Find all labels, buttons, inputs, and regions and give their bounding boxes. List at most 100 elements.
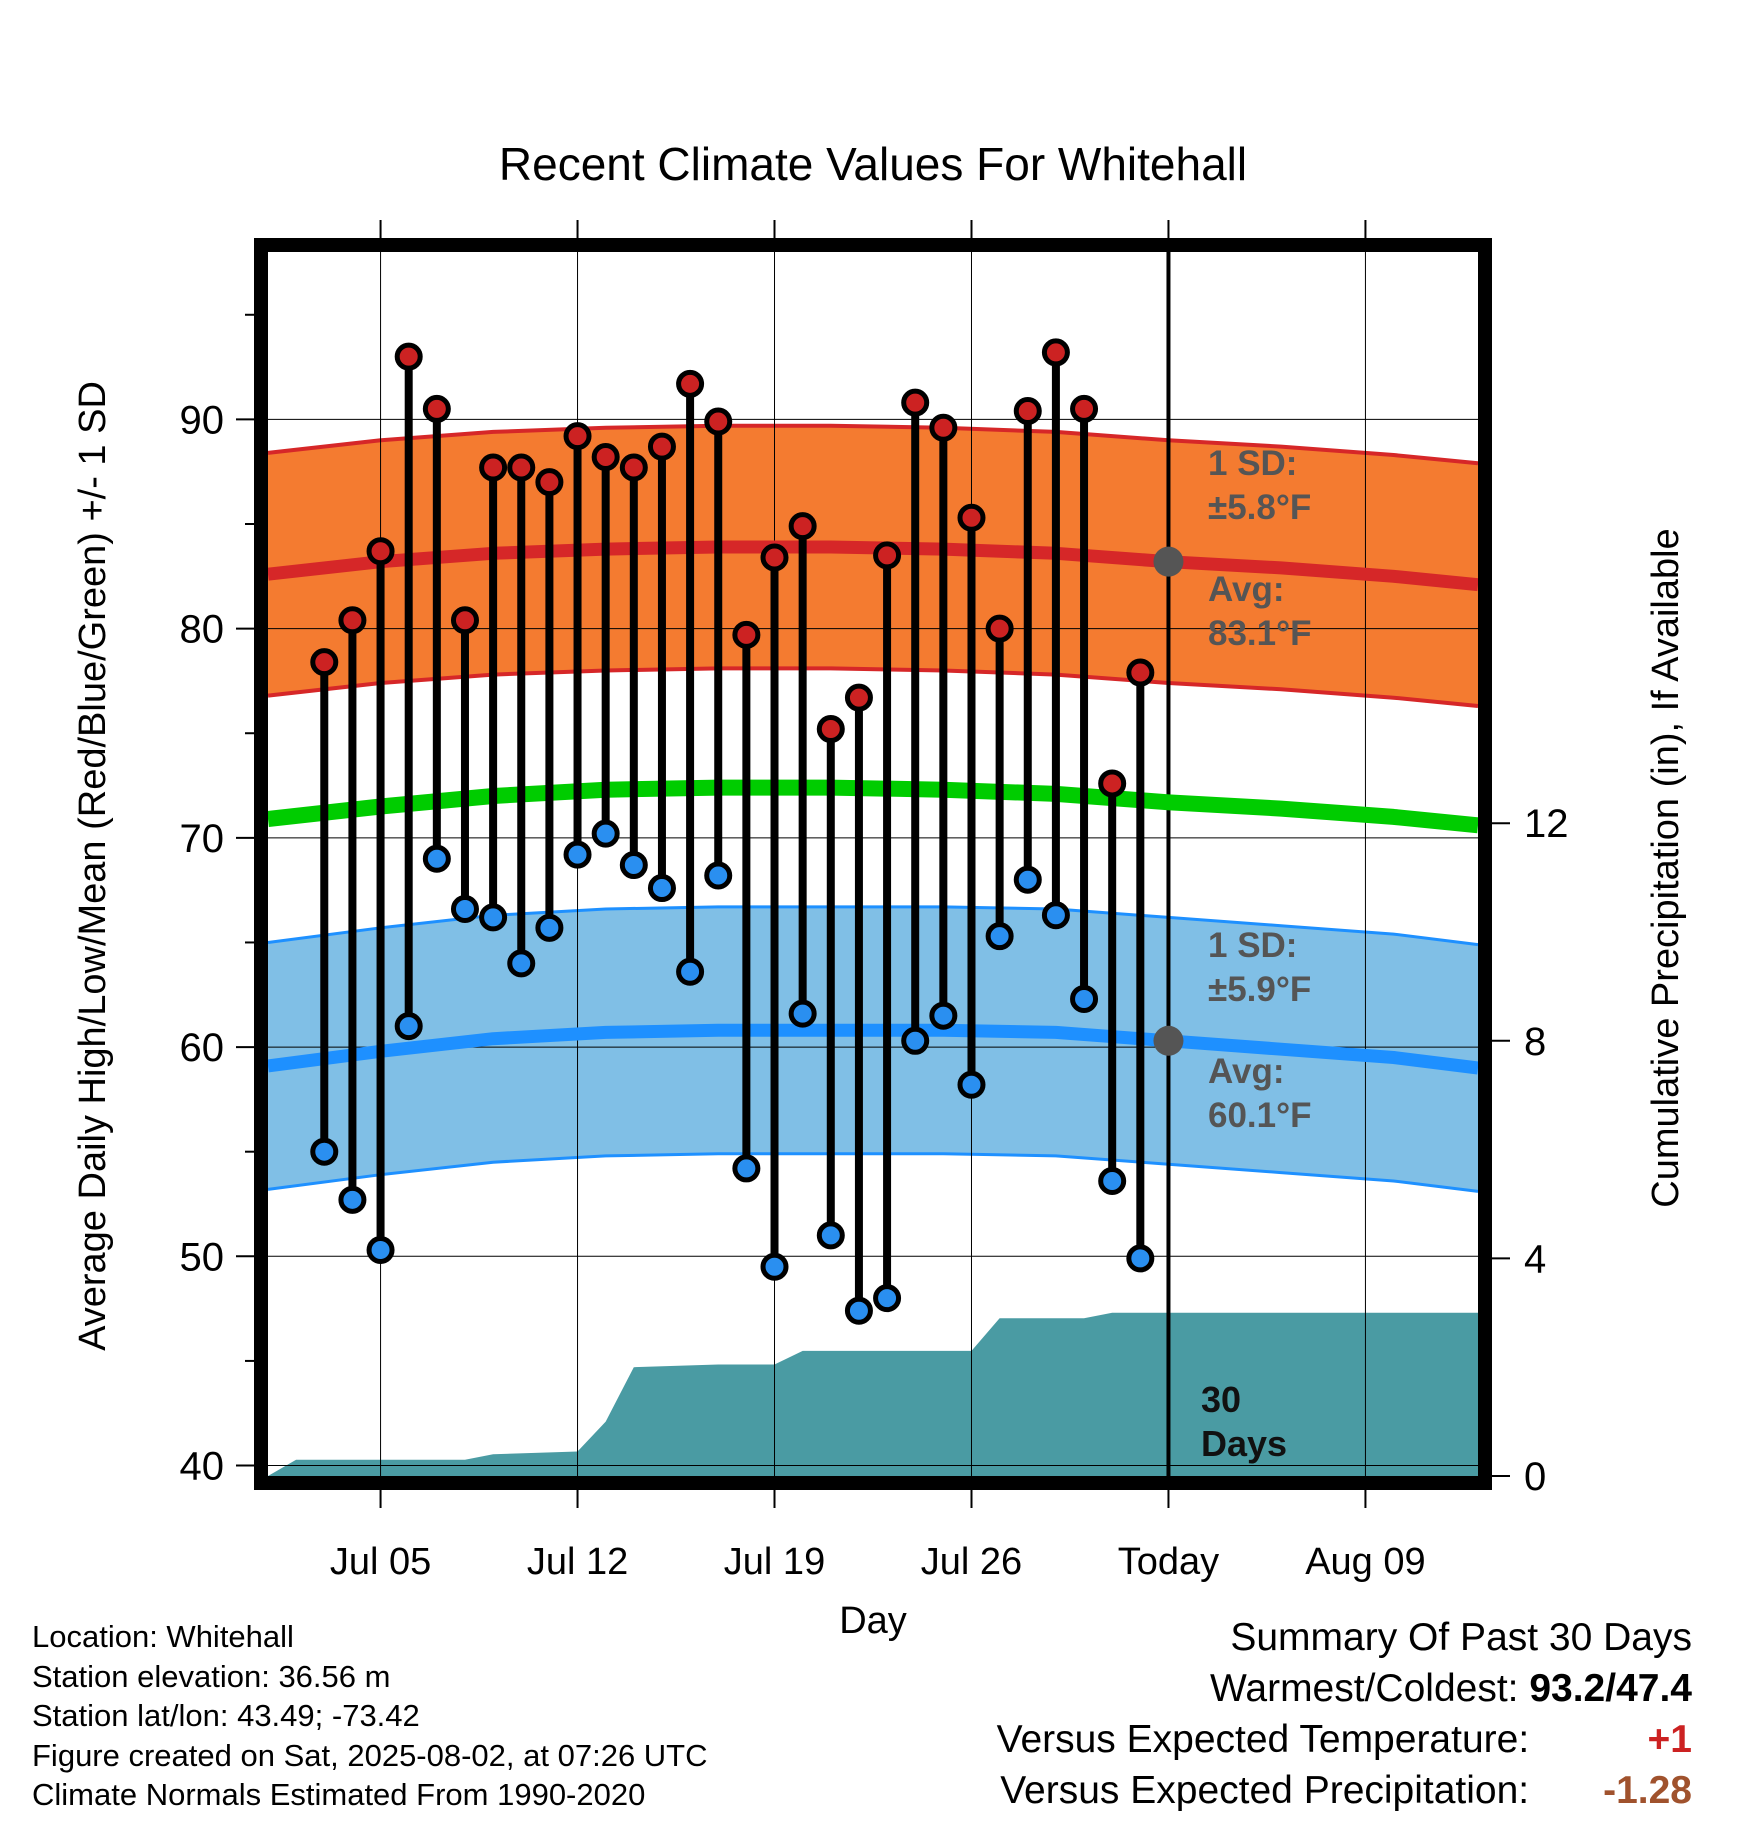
low-temp-point xyxy=(929,1001,958,1030)
high-temp-point xyxy=(366,537,395,566)
high-sd-value: ±5.8°F xyxy=(1208,488,1311,527)
low-temp-point xyxy=(479,903,508,932)
high-temp-point xyxy=(479,453,508,482)
low-temp-point xyxy=(1013,865,1042,894)
precip-value: -1.28 xyxy=(1603,1769,1692,1812)
normals-text: Climate Normals Estimated From 1990-2020 xyxy=(32,1777,646,1812)
low-temp-point xyxy=(788,999,817,1028)
y-tick-label: 50 xyxy=(180,1235,225,1279)
high-temp-point xyxy=(1126,658,1155,687)
low-temp-point xyxy=(394,1012,423,1041)
low-temp-point xyxy=(563,840,592,869)
y-tick-label: 40 xyxy=(180,1445,225,1489)
high-temp-point xyxy=(873,541,902,570)
y2-tick-label: 4 xyxy=(1524,1237,1546,1281)
low-sd-value: ±5.9°F xyxy=(1208,970,1311,1009)
x-tick-label: Jul 26 xyxy=(921,1541,1022,1583)
high-temp-point xyxy=(422,394,451,423)
y2-axis-label: Cumulative Precipitation (in), If Availa… xyxy=(1645,528,1687,1207)
low-temp-point xyxy=(901,1026,930,1055)
low-temp-point xyxy=(1098,1166,1127,1195)
high-sd-band xyxy=(268,425,1478,706)
summary-temp-row: Versus Expected Temperature: +1 xyxy=(997,1714,1692,1765)
high-temp-point xyxy=(844,683,873,712)
high-temp-point xyxy=(535,468,564,497)
high-temp-point xyxy=(901,388,930,417)
y2-tick-label: 8 xyxy=(1524,1020,1546,1064)
low-temp-point xyxy=(957,1070,986,1099)
low-temp-point xyxy=(760,1252,789,1281)
annotations xyxy=(1153,546,1184,1056)
y-tick-label: 70 xyxy=(180,817,225,861)
low-sd-label: 1 SD: xyxy=(1208,926,1297,965)
sd-annotations: 1 SD: ±5.8°F Avg: 83.1°F 1 SD: ±5.9°F Av… xyxy=(1208,444,1312,1135)
high-temp-point xyxy=(450,606,479,635)
x-tick-label: Aug 09 xyxy=(1305,1541,1425,1583)
low-temp-point xyxy=(844,1296,873,1325)
low-temp-point xyxy=(366,1236,395,1265)
y-axis-label: Average Daily High/Low/Mean (Red/Blue/Gr… xyxy=(72,381,114,1351)
high-temp-point xyxy=(1098,769,1127,798)
plot-frame xyxy=(254,238,1492,1490)
period-number: 30 xyxy=(1201,1379,1241,1420)
high-band-top-edge xyxy=(267,423,1479,466)
axes: 40 50 60 70 80 90 0 4 8 12 Jul 05 Jul 12 Jul 19 Jul 2… xyxy=(180,220,1569,1583)
low-avg-label: Avg: xyxy=(1208,1052,1284,1091)
low-temp-point xyxy=(338,1185,367,1214)
high-avg-label: Avg: xyxy=(1208,570,1284,609)
created-text: Figure created on Sat, 2025-08-02, at 07… xyxy=(32,1737,708,1773)
period-unit: Days xyxy=(1201,1423,1287,1464)
low-temp-point xyxy=(310,1137,339,1166)
high-temp-point xyxy=(394,342,423,371)
low-temp-point xyxy=(647,874,676,903)
low-temp-point xyxy=(535,913,564,942)
elevation-text: Station elevation: 36.56 m xyxy=(32,1658,391,1694)
warmest-value: 93.2/47.4 xyxy=(1529,1667,1692,1710)
low-temp-point xyxy=(732,1154,761,1183)
low-temp-point xyxy=(1126,1244,1155,1273)
low-sd-band xyxy=(268,906,1478,1192)
summary-panel: Summary Of Past 30 Days Warmest/Coldest:… xyxy=(997,1612,1692,1816)
high-temp-point xyxy=(816,715,845,744)
high-temp-point xyxy=(676,369,705,398)
period-annotation: 30 Days xyxy=(1201,1379,1287,1464)
summary-title: Summary Of Past 30 Days xyxy=(1230,1616,1692,1659)
high-sd-label: 1 SD: xyxy=(1208,444,1297,483)
low-avg-value: 60.1°F xyxy=(1208,1096,1312,1135)
summary-precip-row: Versus Expected Precipitation: -1.28 xyxy=(997,1765,1692,1816)
x-axis-label: Day xyxy=(839,1600,907,1642)
mean-normal-line xyxy=(267,779,1479,834)
today-high-avg-marker xyxy=(1153,546,1184,577)
high-temp-point xyxy=(1070,394,1099,423)
high-temp-point xyxy=(1041,338,1070,367)
high-temp-point xyxy=(1013,397,1042,426)
high-temp-point xyxy=(338,606,367,635)
y-tick-label: 90 xyxy=(180,398,225,442)
low-temp-point xyxy=(507,949,536,978)
temp-label: Versus Expected Temperature: xyxy=(996,1718,1530,1761)
precip-area-group xyxy=(268,1312,1478,1476)
x-tick-label: Jul 05 xyxy=(330,1541,431,1583)
low-temp-point xyxy=(1041,901,1070,930)
low-temp-point xyxy=(619,851,648,880)
low-temp-point xyxy=(676,957,705,986)
summary-warmest-row: Warmest/Coldest: 93.2/47.4 xyxy=(997,1663,1692,1714)
daily-stems xyxy=(320,352,1145,1311)
today-low-avg-marker xyxy=(1153,1025,1184,1056)
low-temp-point xyxy=(591,819,620,848)
x-tick-label: Jul 19 xyxy=(724,1541,825,1583)
high-temp-point xyxy=(788,512,817,541)
low-temp-point xyxy=(816,1221,845,1250)
low-temp-point xyxy=(450,894,479,923)
high-temp-point xyxy=(732,620,761,649)
y-tick-label: 80 xyxy=(180,608,225,652)
high-temp-point xyxy=(507,453,536,482)
high-temp-point xyxy=(704,407,733,436)
daily-markers xyxy=(310,338,1155,1325)
high-temp-point xyxy=(760,543,789,572)
station-info: Location: Whitehall Station elevation: 3… xyxy=(32,1617,708,1815)
latlon-text: Station lat/lon: 43.49; -73.42 xyxy=(32,1698,420,1733)
high-temp-point xyxy=(647,432,676,461)
high-temp-point xyxy=(929,413,958,442)
